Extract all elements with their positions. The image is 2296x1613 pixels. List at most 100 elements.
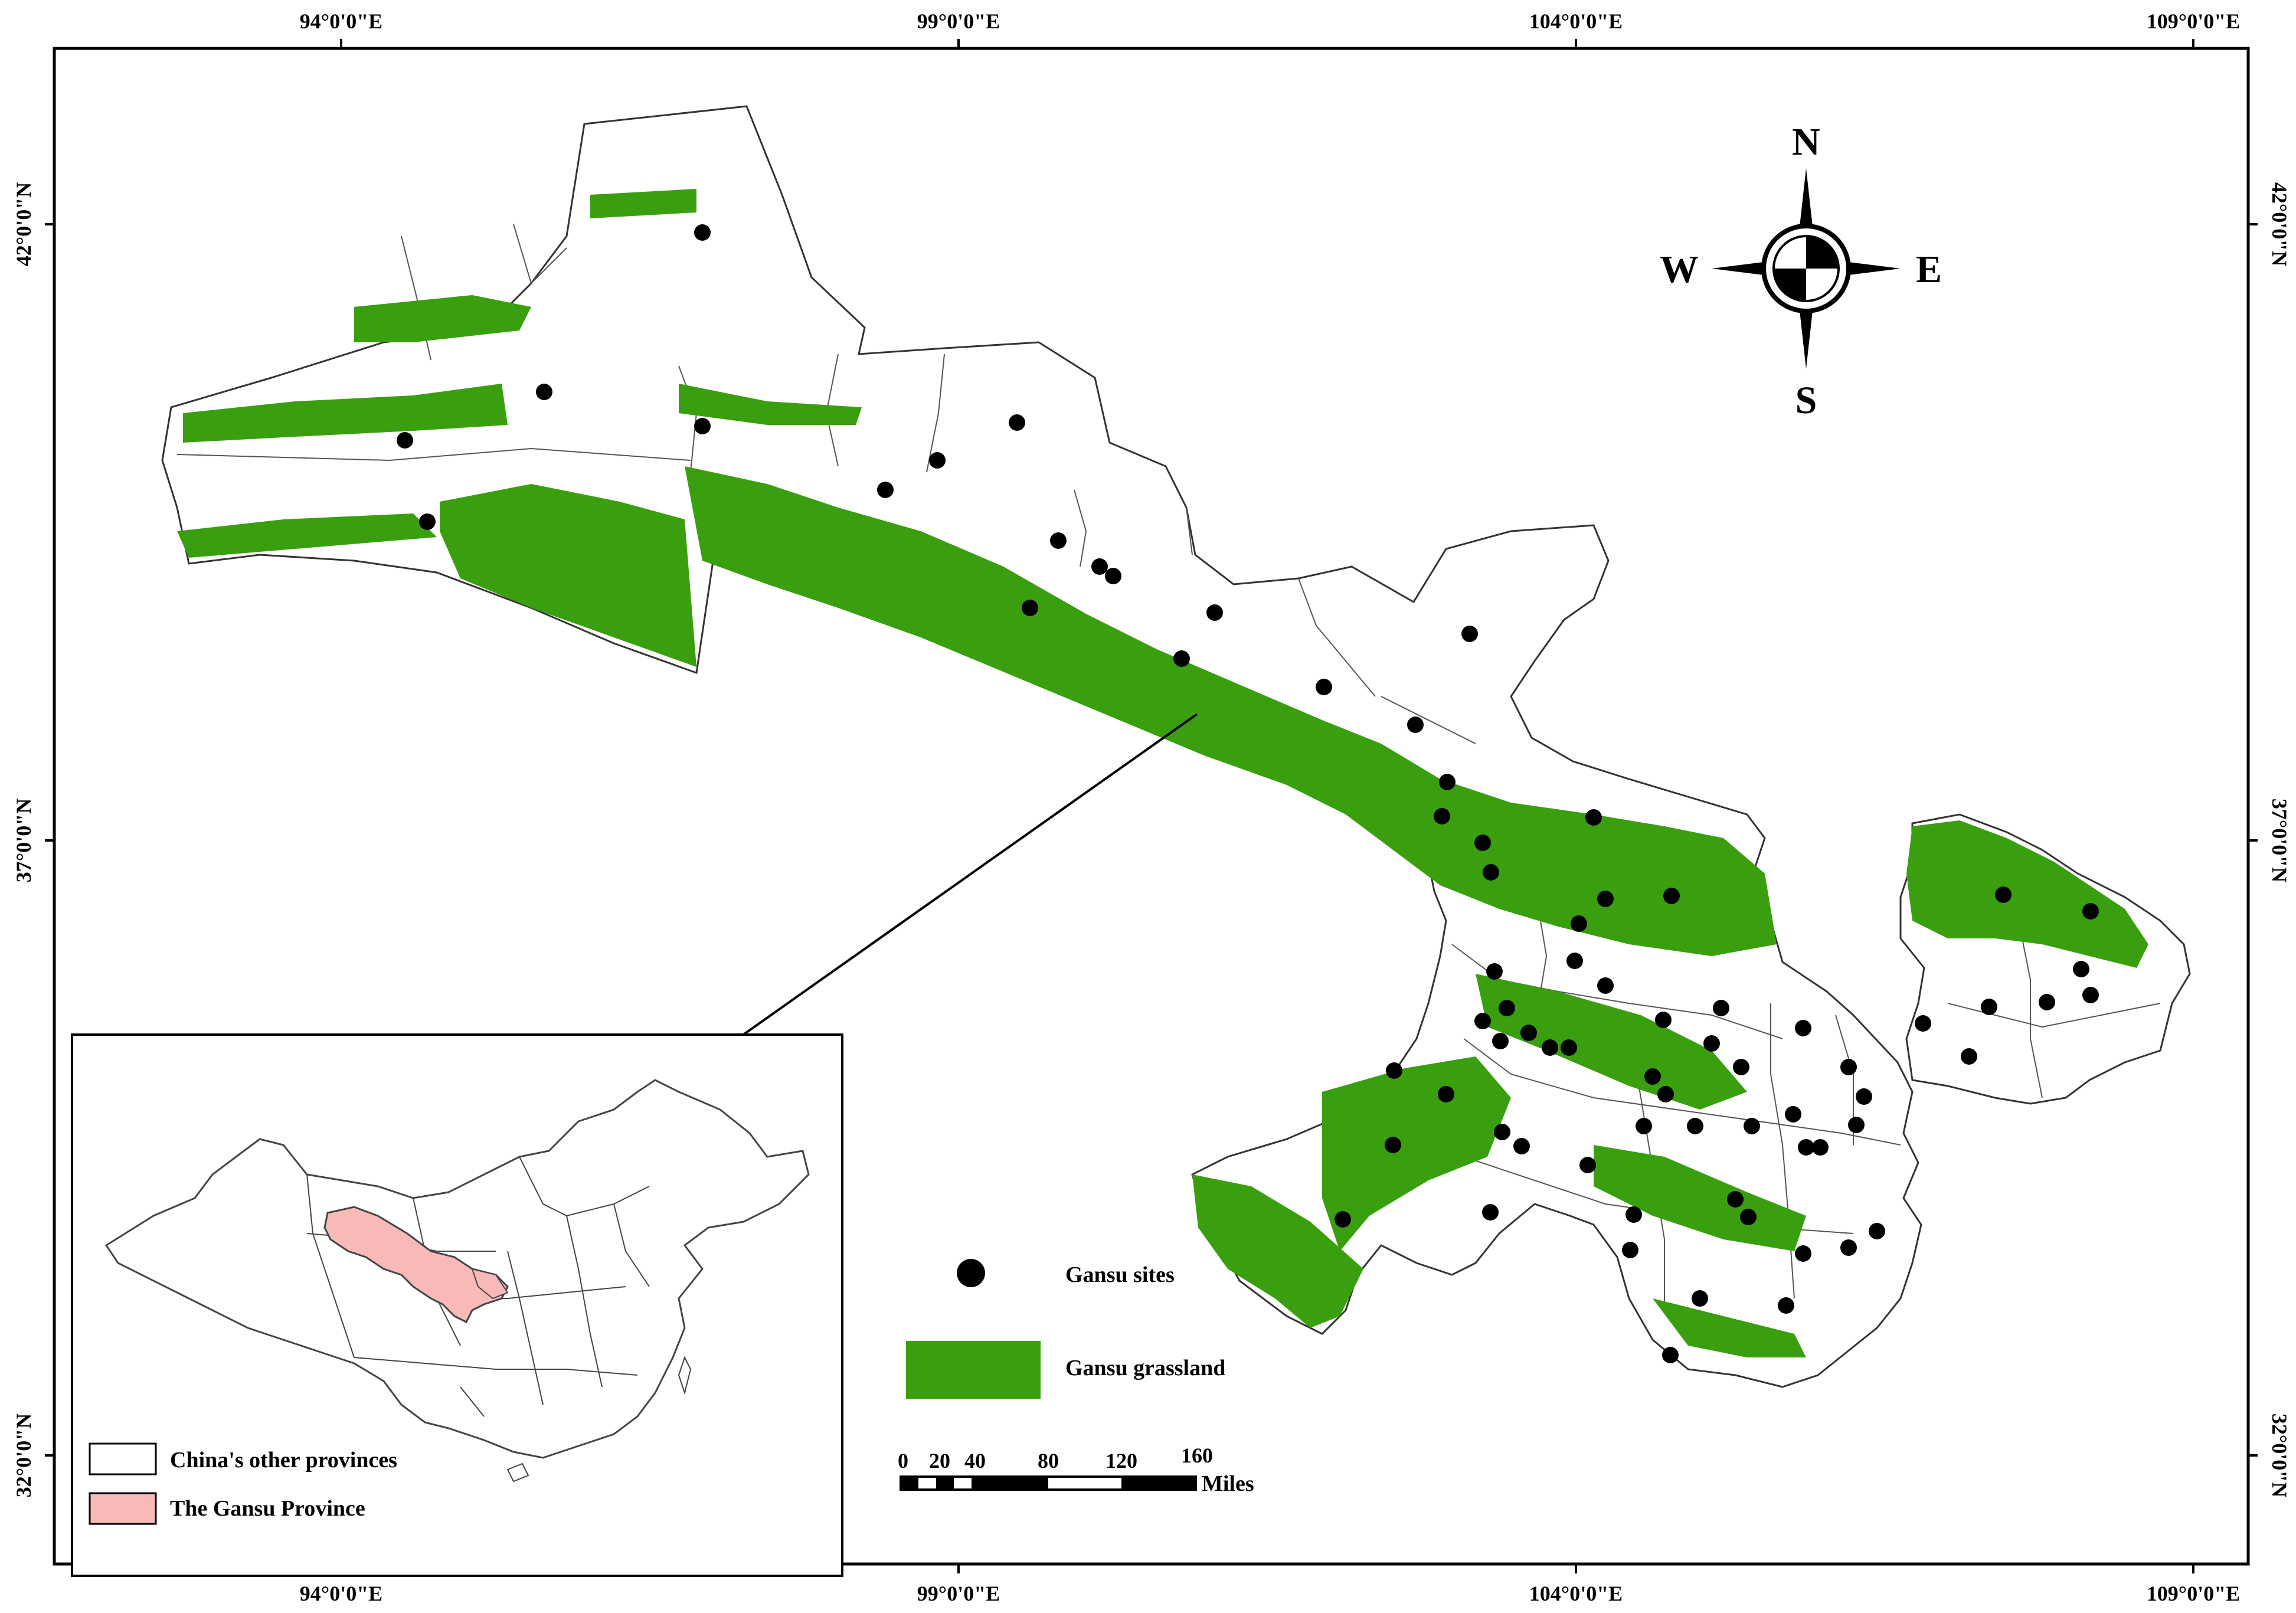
site-point xyxy=(2039,994,2055,1010)
site-point xyxy=(1492,1033,1509,1049)
site-point xyxy=(2073,961,2089,977)
lon-label-top-4: 109°0'0"E xyxy=(2147,9,2240,33)
lat-label-right-3: 32°0'0"N xyxy=(2268,1414,2291,1497)
inset-legend-gansu-swatch xyxy=(89,1492,157,1525)
site-point xyxy=(1856,1088,1872,1105)
inset-legend-other-label: China's other provinces xyxy=(170,1448,397,1473)
site-point xyxy=(1995,886,2012,903)
lon-label-bottom-2: 99°0'0"E xyxy=(917,1582,1000,1605)
lat-label-left-2: 37°0'0"N xyxy=(12,799,35,882)
site-point xyxy=(1713,1000,1729,1016)
site-point xyxy=(1494,1124,1510,1140)
site-point xyxy=(1961,1048,1977,1065)
lon-label-bottom-4: 109°0'0"E xyxy=(2147,1582,2240,1605)
site-point xyxy=(1795,1020,1811,1036)
site-point xyxy=(1744,1118,1760,1134)
site-point xyxy=(1173,650,1190,667)
site-point xyxy=(1778,1297,1794,1314)
site-point xyxy=(1915,1015,1931,1032)
site-point xyxy=(1703,1035,1720,1052)
scale-tick-80: 80 xyxy=(1038,1449,1059,1473)
west-label: W xyxy=(1660,248,1699,291)
site-point xyxy=(1740,1209,1757,1225)
site-point xyxy=(1407,716,1424,733)
site-point xyxy=(1692,1290,1708,1307)
site-point xyxy=(1636,1118,1652,1134)
site-point xyxy=(1798,1139,1814,1156)
site-point xyxy=(1316,679,1332,695)
site-point xyxy=(1474,1013,1491,1029)
site-point xyxy=(2082,903,2099,920)
gansu-sites xyxy=(397,224,2099,1363)
site-point xyxy=(1566,953,1583,969)
legend-grassland-symbol xyxy=(906,1341,1041,1399)
map-frame xyxy=(53,47,2250,1566)
site-point xyxy=(1657,1086,1674,1102)
site-point xyxy=(1206,604,1223,621)
inset-legend-gansu-label: The Gansu Province xyxy=(170,1496,365,1521)
scale-unit: Miles xyxy=(1202,1471,1254,1496)
north-label: N xyxy=(1792,120,1820,163)
site-point xyxy=(1579,1157,1596,1173)
site-point xyxy=(1438,1086,1454,1102)
site-point xyxy=(1622,1242,1638,1258)
site-point xyxy=(1461,626,1478,642)
site-point xyxy=(1848,1117,1865,1133)
north-arrow: N S E W xyxy=(1660,120,1942,422)
site-point xyxy=(1727,1191,1744,1208)
lon-label-top-3: 104°0'0"E xyxy=(1529,9,1623,33)
site-point xyxy=(1091,558,1108,575)
lat-label-left-3: 32°0'0"N xyxy=(12,1414,35,1497)
scale-tick-120: 120 xyxy=(1106,1449,1137,1473)
site-point xyxy=(1597,977,1614,994)
scale-tick-160: 160 xyxy=(1181,1444,1213,1467)
scale-bar: 0 20 40 80 120 160 Miles xyxy=(898,1444,1254,1496)
site-point xyxy=(1439,774,1456,790)
site-point xyxy=(1687,1118,1703,1134)
site-point xyxy=(1009,414,1025,431)
lat-label-right-1: 42°0'0"N xyxy=(2268,182,2291,266)
scale-tick-20: 20 xyxy=(929,1449,950,1473)
site-point xyxy=(1050,532,1067,549)
site-point xyxy=(1644,1068,1661,1085)
main-legend: Gansu sites Gansu grassland xyxy=(906,1259,1225,1399)
site-point xyxy=(1597,891,1614,907)
south-label: S xyxy=(1795,379,1817,422)
site-point xyxy=(397,432,413,449)
site-point xyxy=(1022,600,1038,616)
site-point xyxy=(1482,1204,1499,1221)
site-point xyxy=(1571,915,1587,932)
site-point xyxy=(1869,1223,1885,1239)
inset-gansu-highlight xyxy=(323,1206,509,1324)
lon-label-top-1: 94°0'0"E xyxy=(300,9,382,33)
legend-grassland-label: Gansu grassland xyxy=(1065,1356,1225,1380)
site-point xyxy=(877,482,894,498)
inset-legend-other-swatch xyxy=(89,1442,157,1475)
site-point xyxy=(1840,1059,1857,1075)
site-point xyxy=(694,418,711,434)
site-point xyxy=(1520,1025,1537,1041)
site-point xyxy=(1585,809,1602,826)
legend-site-symbol xyxy=(957,1259,985,1287)
scale-tick-40: 40 xyxy=(964,1449,986,1473)
site-point xyxy=(1513,1138,1530,1154)
site-point xyxy=(1795,1245,1811,1262)
site-point xyxy=(536,384,552,400)
site-point xyxy=(1499,1000,1515,1016)
inset-map: China's other provinces The Gansu Provin… xyxy=(71,1033,843,1577)
lon-label-top-2: 99°0'0"E xyxy=(917,9,1000,33)
site-point xyxy=(1561,1039,1577,1056)
lat-label-left-1: 42°0'0"N xyxy=(12,182,35,266)
scale-tick-0: 0 xyxy=(898,1449,908,1473)
site-point xyxy=(1663,888,1680,904)
site-point xyxy=(1486,963,1503,980)
lat-label-right-2: 37°0'0"N xyxy=(2268,799,2291,882)
site-point xyxy=(1662,1347,1679,1363)
site-point xyxy=(694,224,711,241)
site-point xyxy=(1655,1012,1672,1028)
lon-label-bottom-1: 94°0'0"E xyxy=(300,1582,382,1605)
grassland-areas xyxy=(177,189,2148,1357)
site-point xyxy=(2082,987,2099,1003)
site-point xyxy=(1733,1059,1749,1075)
